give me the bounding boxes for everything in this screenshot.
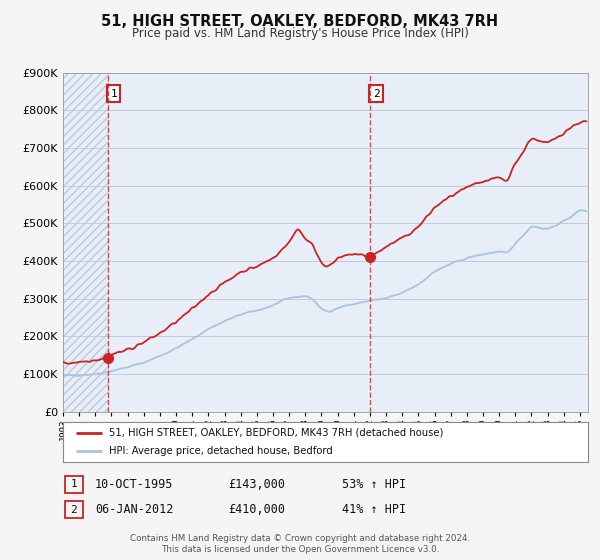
Text: 51, HIGH STREET, OAKLEY, BEDFORD, MK43 7RH (detached house): 51, HIGH STREET, OAKLEY, BEDFORD, MK43 7… bbox=[109, 428, 443, 437]
Text: 06-JAN-2012: 06-JAN-2012 bbox=[95, 503, 173, 516]
Text: 53% ↑ HPI: 53% ↑ HPI bbox=[342, 478, 406, 491]
Text: 10-OCT-1995: 10-OCT-1995 bbox=[95, 478, 173, 491]
Text: 1: 1 bbox=[70, 479, 77, 489]
Text: 2: 2 bbox=[373, 88, 379, 99]
Text: HPI: Average price, detached house, Bedford: HPI: Average price, detached house, Bedf… bbox=[109, 446, 333, 456]
Text: 2: 2 bbox=[70, 505, 77, 515]
Bar bbox=[63, 73, 108, 412]
Text: Price paid vs. HM Land Registry's House Price Index (HPI): Price paid vs. HM Land Registry's House … bbox=[131, 27, 469, 40]
Text: 1: 1 bbox=[110, 88, 117, 99]
Text: Contains HM Land Registry data © Crown copyright and database right 2024.: Contains HM Land Registry data © Crown c… bbox=[130, 534, 470, 543]
Text: £143,000: £143,000 bbox=[228, 478, 285, 491]
Text: This data is licensed under the Open Government Licence v3.0.: This data is licensed under the Open Gov… bbox=[161, 545, 439, 554]
Text: 51, HIGH STREET, OAKLEY, BEDFORD, MK43 7RH: 51, HIGH STREET, OAKLEY, BEDFORD, MK43 7… bbox=[101, 14, 499, 29]
Text: 41% ↑ HPI: 41% ↑ HPI bbox=[342, 503, 406, 516]
Text: £410,000: £410,000 bbox=[228, 503, 285, 516]
